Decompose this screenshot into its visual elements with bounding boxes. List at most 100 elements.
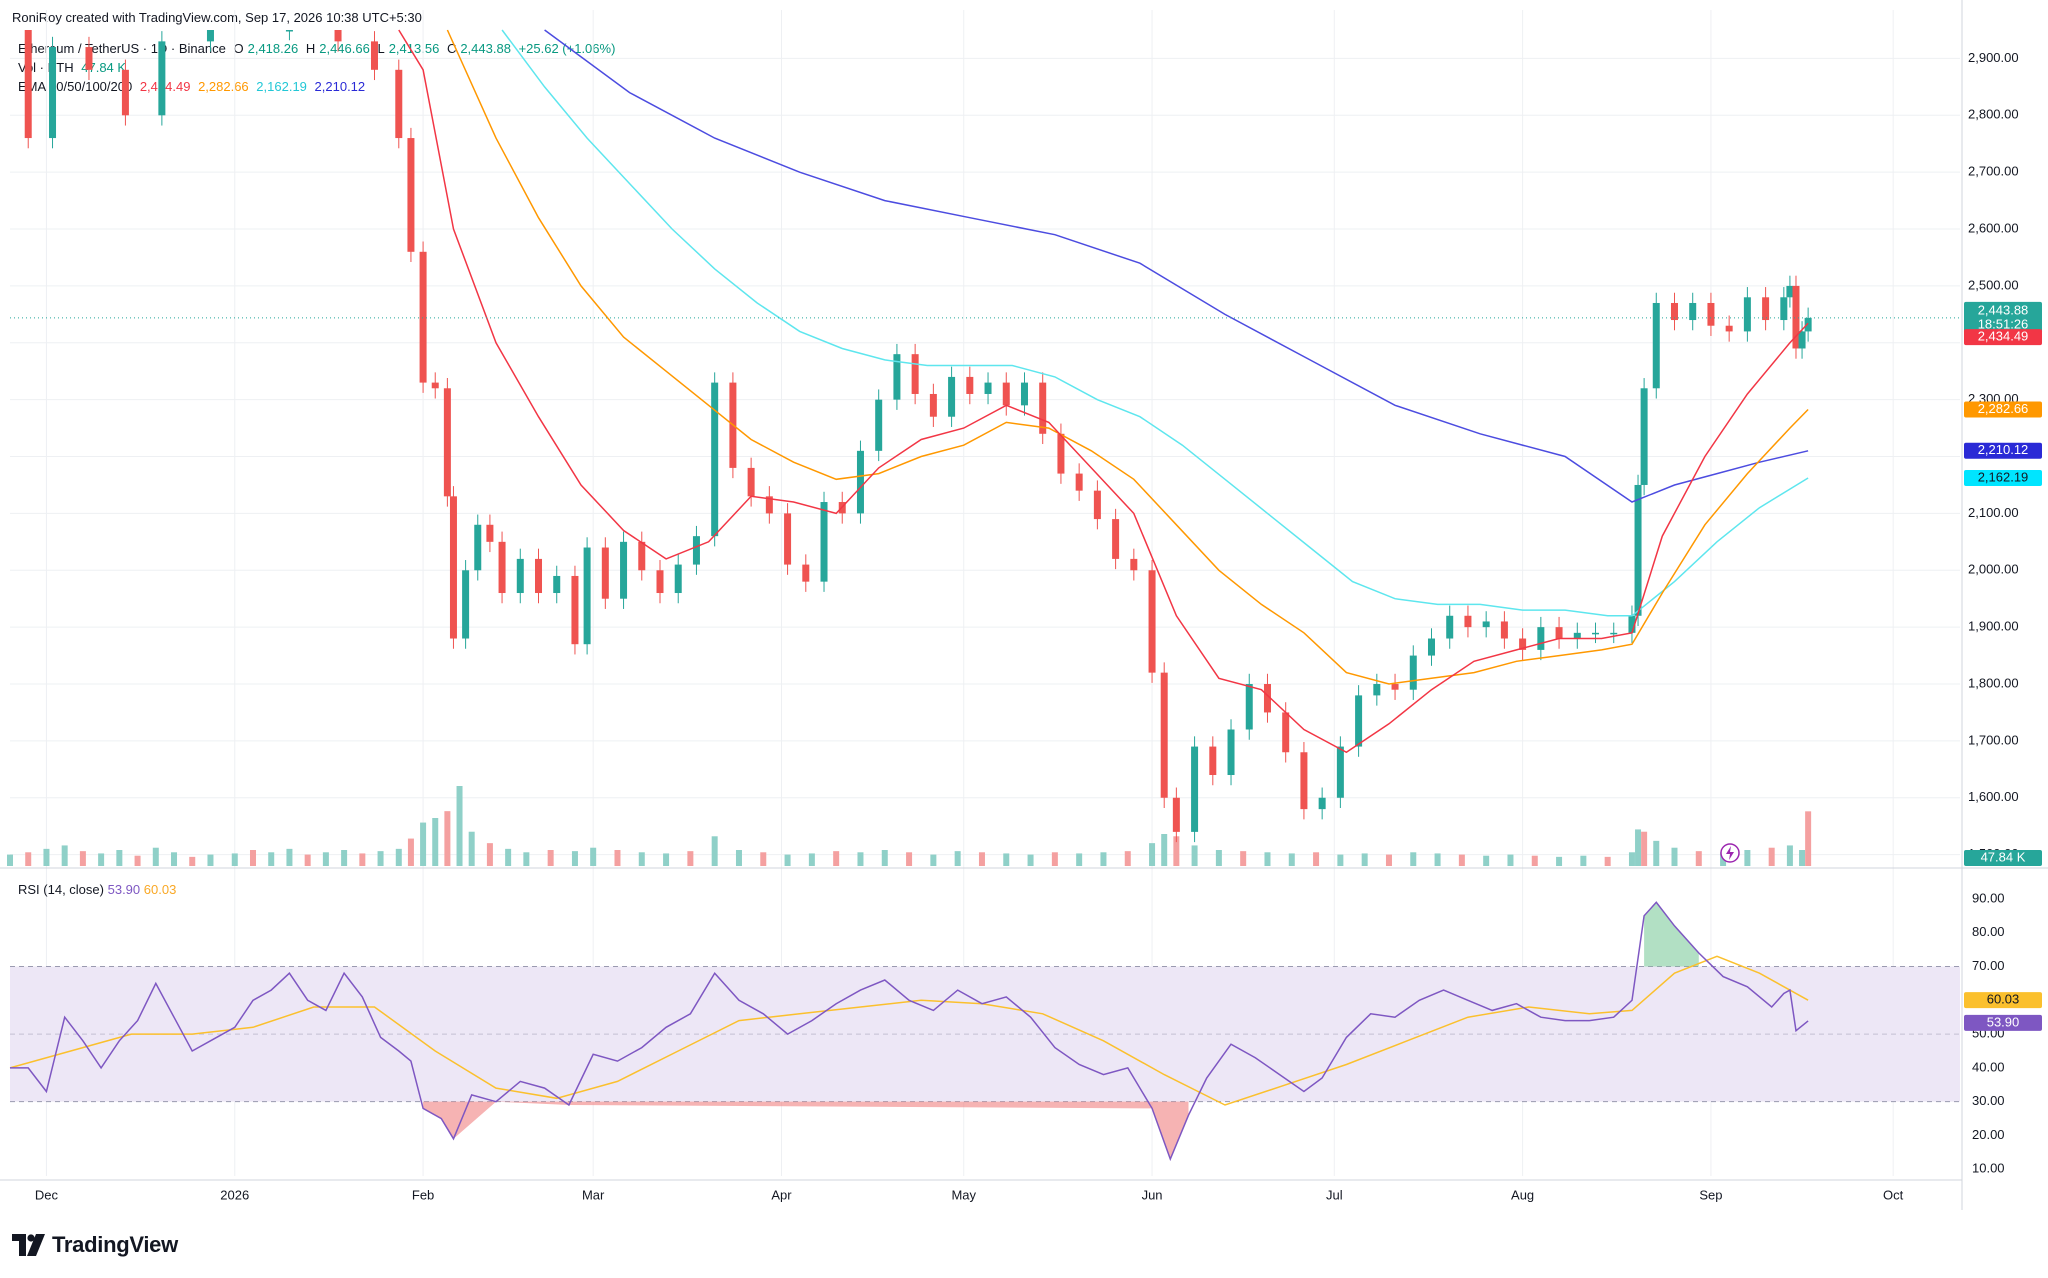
candle-body bbox=[1628, 615, 1636, 633]
rsi-axis-label: 40.00 bbox=[1972, 1059, 2005, 1074]
chart-credit: RoniRoy created with TradingView.com, Se… bbox=[12, 10, 422, 25]
time-axis-label: Mar bbox=[582, 1187, 605, 1202]
volume-bar bbox=[171, 852, 178, 866]
candle-body bbox=[334, 30, 342, 42]
candle-body bbox=[1300, 752, 1308, 810]
candle-body bbox=[966, 376, 974, 394]
volume-bar bbox=[444, 811, 451, 866]
volume-bar bbox=[359, 853, 366, 866]
candle-body bbox=[1537, 627, 1545, 650]
volume-bar bbox=[304, 854, 311, 866]
candle-body bbox=[1762, 297, 1770, 321]
tradingview-logo[interactable]: TradingView bbox=[12, 1232, 178, 1258]
candle-body bbox=[516, 558, 524, 594]
volume-label[interactable]: Vol · ETH bbox=[18, 60, 74, 75]
volume-bar bbox=[468, 831, 475, 866]
lightning-icon[interactable] bbox=[1720, 843, 1740, 863]
volume-bar bbox=[134, 855, 141, 866]
candle-body bbox=[1427, 638, 1435, 656]
volume-bar bbox=[1173, 836, 1180, 866]
volume-bar bbox=[1051, 852, 1058, 866]
price-axis-label: 1,600.00 bbox=[1968, 789, 2019, 804]
rsi-legend[interactable]: RSI (14, close) 53.90 60.03 bbox=[18, 882, 176, 897]
last-price-tag-text: 2,443.88 bbox=[1978, 302, 2029, 317]
volume-bar bbox=[1003, 853, 1010, 866]
candle-body bbox=[24, 30, 32, 139]
volume-bar bbox=[784, 854, 791, 866]
ema50-tag-text: 2,282.66 bbox=[1978, 401, 2029, 416]
candle-body bbox=[395, 69, 403, 139]
candle-body bbox=[911, 354, 919, 394]
candle-body bbox=[1209, 746, 1217, 776]
candle-body bbox=[711, 382, 719, 537]
candle-body bbox=[553, 575, 561, 594]
volume-bar bbox=[1635, 829, 1642, 866]
volume-bar bbox=[1604, 856, 1611, 866]
volume-bar bbox=[79, 851, 86, 866]
open-value: 2,418.26 bbox=[247, 41, 299, 56]
rsi-overbought-fill bbox=[1644, 902, 1699, 967]
candle-body bbox=[1172, 797, 1180, 832]
rsi-axis-label: 30.00 bbox=[1972, 1093, 2005, 1108]
candle-body bbox=[462, 570, 470, 639]
volume-bar bbox=[116, 850, 123, 866]
candle-body bbox=[498, 541, 506, 594]
candle-body bbox=[1148, 570, 1156, 673]
symbol-title[interactable]: Ethereum / TetherUS · 1D · Binance bbox=[18, 41, 226, 56]
high-label: H bbox=[305, 41, 316, 56]
price-axis-label: 1,800.00 bbox=[1968, 675, 2019, 690]
tradingview-logo-text: TradingView bbox=[52, 1232, 178, 1257]
price-axis-label: 2,700.00 bbox=[1968, 164, 2019, 179]
volume-legend[interactable]: Vol · ETH 47.84 K bbox=[18, 60, 130, 75]
volume-tag bbox=[1964, 850, 2042, 866]
ema200-line bbox=[544, 29, 1809, 503]
candle-body bbox=[1634, 484, 1642, 616]
close-value: 2,443.88 bbox=[460, 41, 511, 56]
volume-bar bbox=[1191, 845, 1198, 866]
volume-bar bbox=[486, 843, 493, 866]
candle-body bbox=[784, 513, 792, 565]
time-axis-label: Oct bbox=[1883, 1187, 1904, 1202]
lightning-icon-bolt bbox=[1726, 846, 1734, 860]
volume-bar bbox=[268, 852, 275, 866]
volume-bar bbox=[954, 851, 961, 866]
candle-body bbox=[765, 496, 773, 514]
candle-body bbox=[1160, 672, 1168, 798]
rsi-axis-label: 90.00 bbox=[1972, 890, 2005, 905]
volume-bar bbox=[687, 851, 694, 866]
volume-bar bbox=[547, 850, 554, 866]
candle-body bbox=[474, 524, 482, 571]
candle-body bbox=[1191, 746, 1199, 832]
volume-bar bbox=[1556, 856, 1563, 866]
rsi-axis-label: 20.00 bbox=[1972, 1127, 2005, 1142]
candle-body bbox=[1057, 433, 1065, 474]
candle-body bbox=[692, 536, 700, 565]
rsi-ma-value: 60.03 bbox=[143, 882, 177, 897]
volume-bar bbox=[7, 854, 13, 866]
volume-bar bbox=[1768, 847, 1775, 866]
volume-bar bbox=[1671, 847, 1678, 866]
volume-bar bbox=[930, 854, 937, 866]
candle-body bbox=[431, 382, 439, 389]
rsi-label[interactable]: RSI (14, close) bbox=[18, 882, 104, 897]
rsi-axis-label: 70.00 bbox=[1972, 958, 2005, 973]
high-value: 2,446.66 bbox=[319, 41, 370, 56]
candle-body bbox=[656, 570, 664, 594]
rsi-value: 53.90 bbox=[107, 882, 141, 897]
candle-body bbox=[1130, 558, 1138, 571]
volume-bar bbox=[1385, 854, 1392, 866]
volume-bar bbox=[1799, 850, 1806, 866]
volume-bar bbox=[1580, 855, 1587, 866]
ema200-tag bbox=[1964, 442, 2042, 459]
candle-body bbox=[370, 41, 378, 70]
rsi-oversold-fill bbox=[423, 1101, 1189, 1160]
volume-bar bbox=[98, 853, 105, 866]
time-axis-label: Jun bbox=[1142, 1187, 1163, 1202]
candle-body bbox=[486, 524, 494, 542]
candle-body bbox=[1282, 712, 1290, 753]
volume-bar bbox=[1076, 853, 1083, 866]
symbol-legend[interactable]: Ethereum / TetherUS · 1D · Binance O 2,41… bbox=[18, 41, 619, 56]
candle-body bbox=[1318, 797, 1326, 810]
volume-bar bbox=[1653, 840, 1660, 866]
